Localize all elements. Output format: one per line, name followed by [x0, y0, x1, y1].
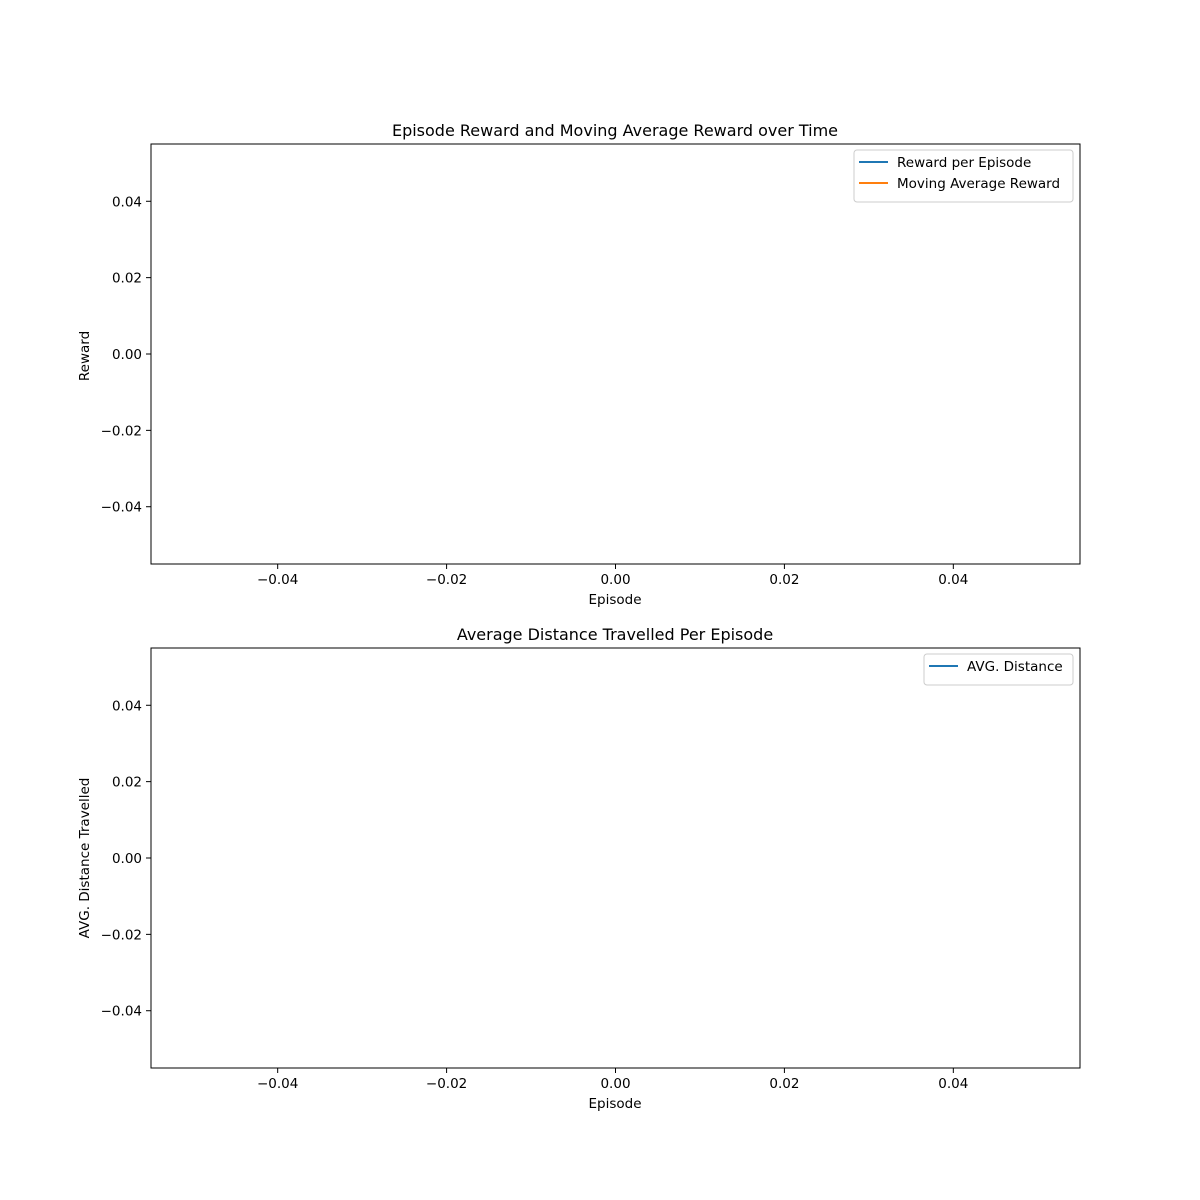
plot-area: [150, 143, 1081, 565]
x-tick-label: 0.02: [769, 1076, 799, 1092]
y-axis-label: AVG. Distance Travelled: [77, 778, 93, 939]
y-tick-label: −0.04: [101, 500, 142, 516]
y-tick-label: −0.04: [101, 1004, 142, 1020]
y-tick-label: 0.02: [112, 775, 142, 791]
x-tick-label: 0.00: [600, 1076, 630, 1092]
x-tick-label: −0.04: [257, 572, 298, 588]
plot-area: [150, 647, 1081, 1069]
y-tick-label: 0.02: [112, 271, 142, 287]
x-tick-label: −0.04: [257, 1076, 298, 1092]
x-ticks: −0.04 −0.02 0.00 0.02 0.04: [257, 564, 968, 588]
y-tick-label: 0.00: [112, 347, 142, 363]
y-axis-label: Reward: [77, 331, 93, 381]
reward-chart: Episode Reward and Moving Average Reward…: [77, 121, 1081, 608]
x-tick-label: −0.02: [426, 1076, 467, 1092]
x-tick-label: 0.04: [938, 572, 968, 588]
x-tick-label: 0.02: [769, 572, 799, 588]
y-tick-label: 0.04: [112, 194, 142, 210]
chart-title: Average Distance Travelled Per Episode: [457, 625, 773, 644]
chart-title: Episode Reward and Moving Average Reward…: [392, 121, 838, 140]
legend-frame: [923, 653, 1074, 686]
x-tick-label: 0.04: [938, 1076, 968, 1092]
y-ticks: 0.04 0.02 0.00 −0.02 −0.04: [101, 194, 151, 516]
legend-frame: [853, 149, 1074, 203]
legend-label: Moving Average Reward: [897, 176, 1060, 192]
y-tick-label: 0.00: [112, 851, 142, 867]
x-tick-label: −0.02: [426, 572, 467, 588]
y-tick-label: −0.02: [101, 927, 142, 943]
legend-label: AVG. Distance: [967, 659, 1063, 675]
x-ticks: −0.04 −0.02 0.00 0.02 0.04: [257, 1068, 968, 1092]
legend: AVG. Distance: [923, 653, 1074, 686]
y-ticks: 0.04 0.02 0.00 −0.02 −0.04: [101, 698, 151, 1020]
x-axis-label: Episode: [588, 1096, 641, 1112]
y-tick-label: −0.02: [101, 423, 142, 439]
legend: Reward per Episode Moving Average Reward: [853, 149, 1074, 203]
y-tick-label: 0.04: [112, 698, 142, 714]
x-axis-label: Episode: [588, 592, 641, 608]
legend-label: Reward per Episode: [897, 155, 1031, 171]
distance-chart: Average Distance Travelled Per Episode −…: [77, 625, 1081, 1112]
x-tick-label: 0.00: [600, 572, 630, 588]
